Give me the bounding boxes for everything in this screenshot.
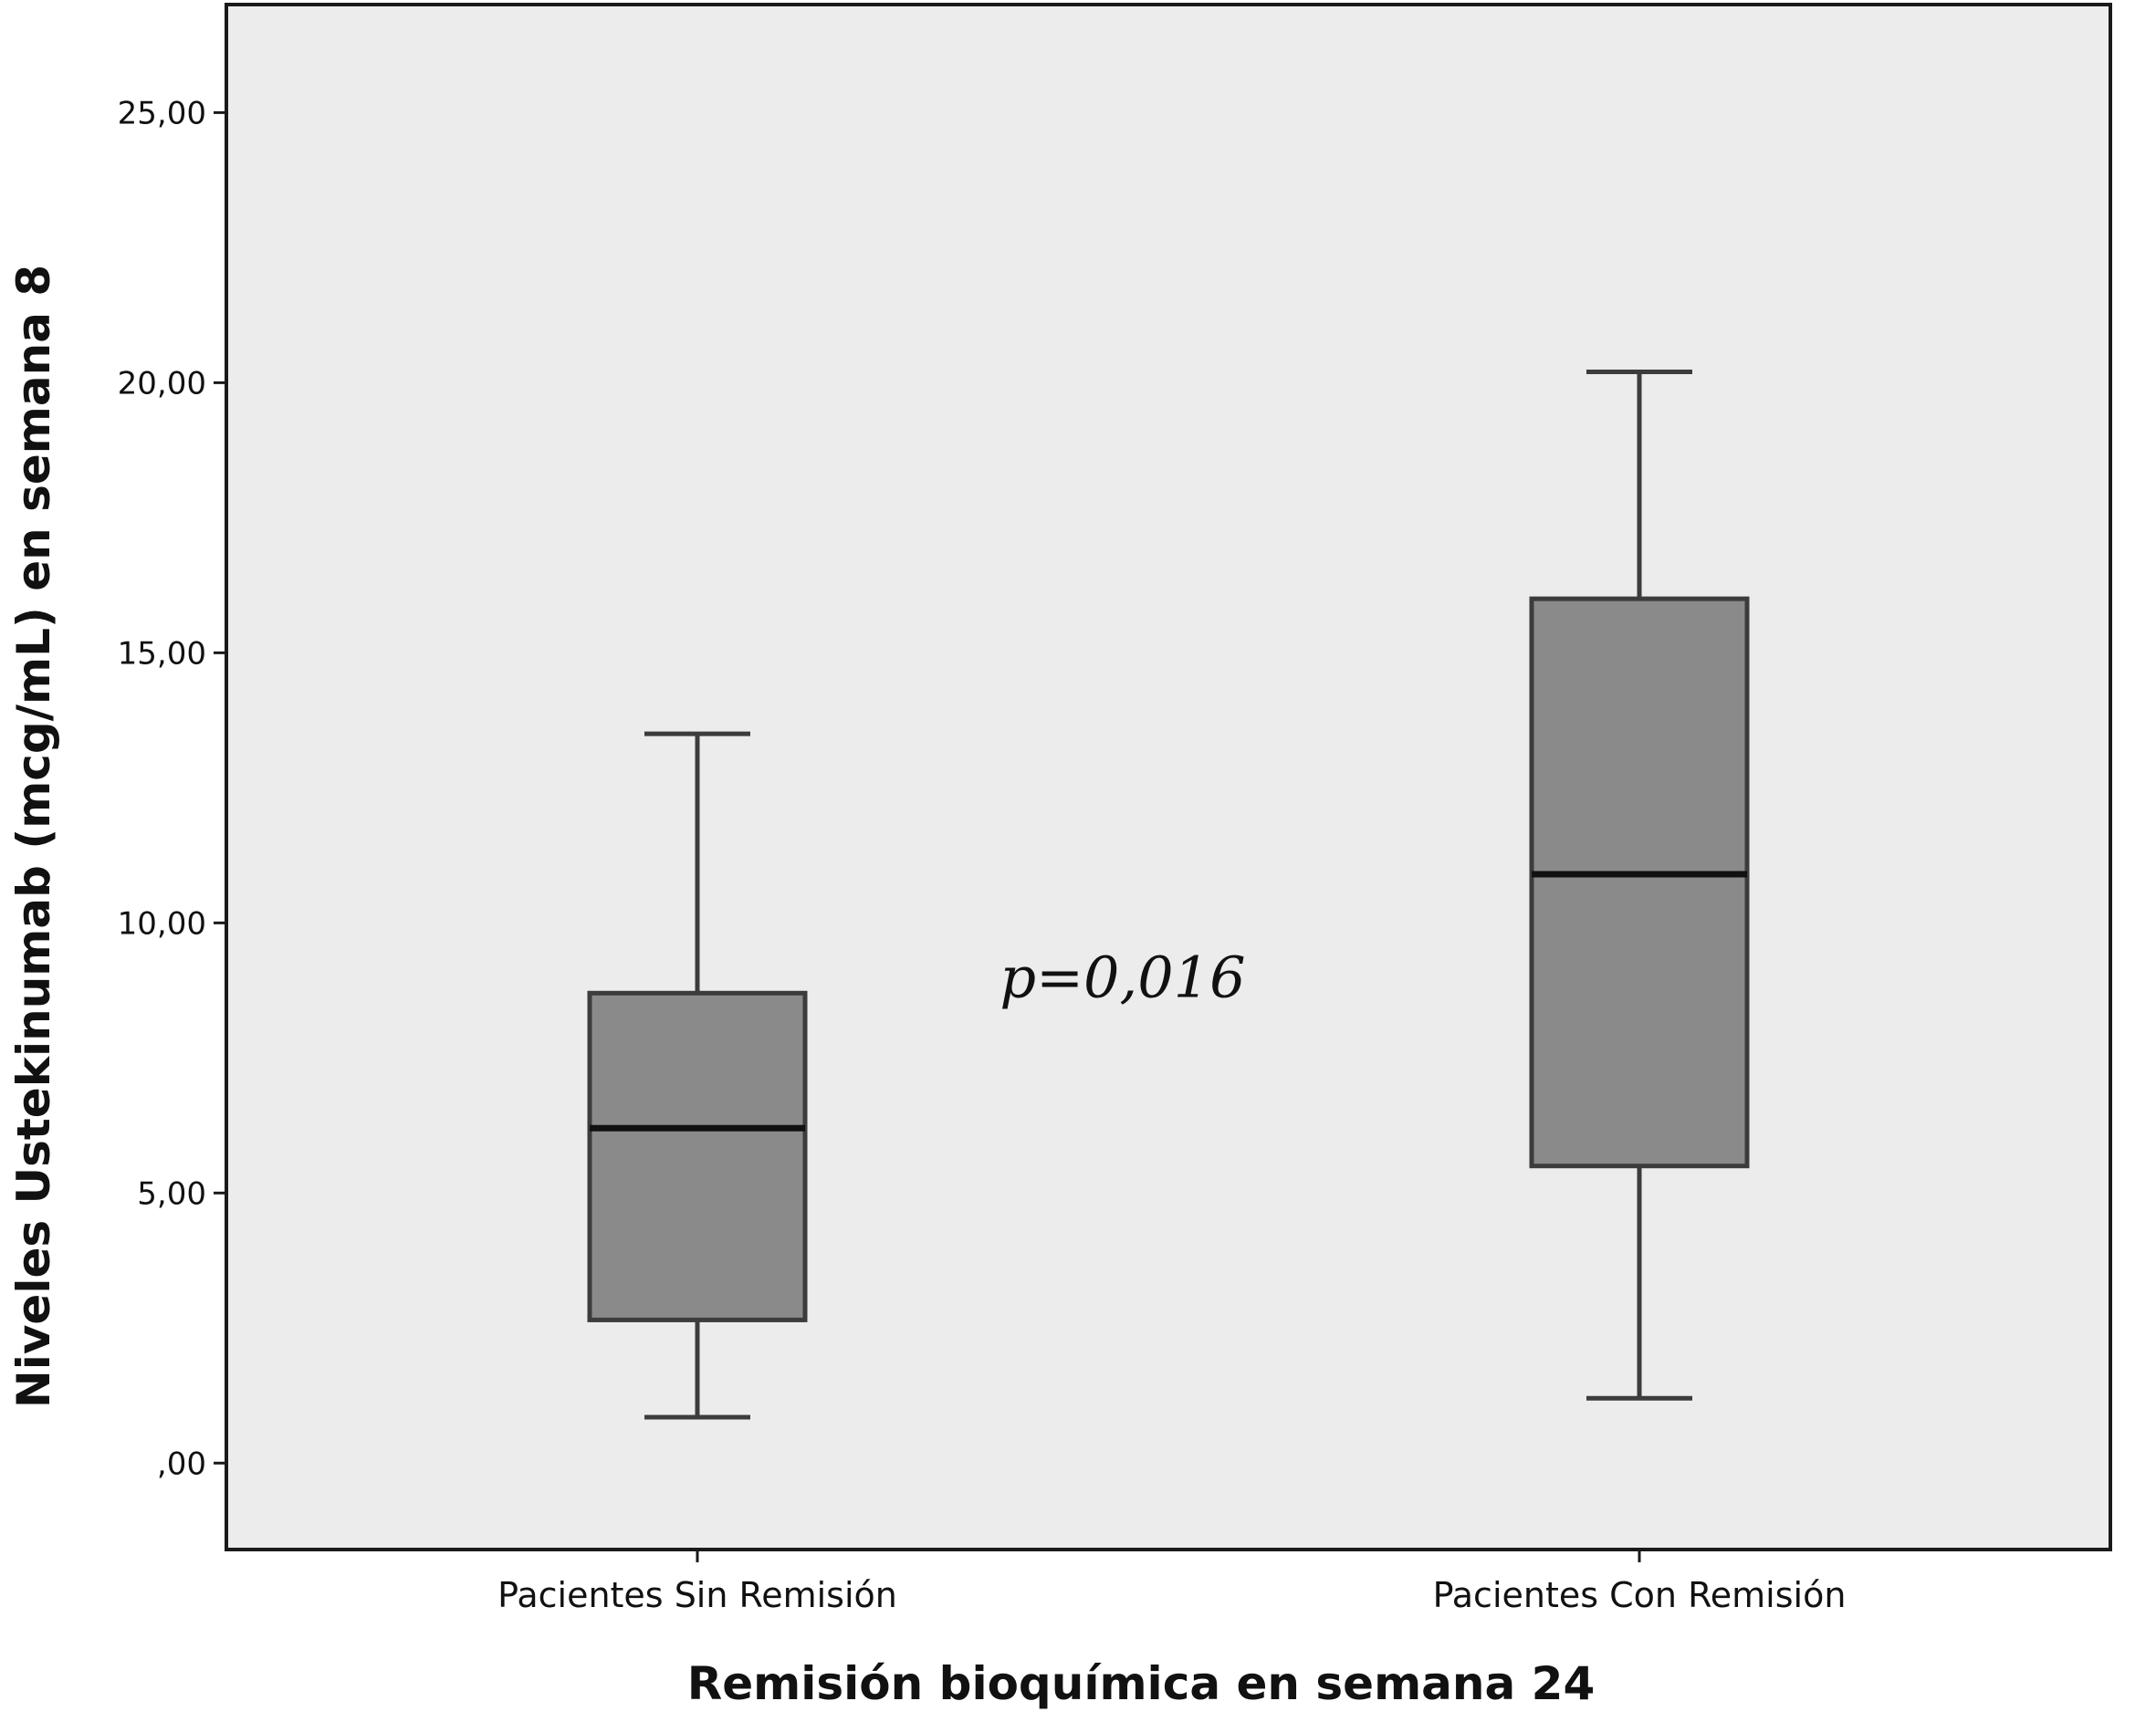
y-tick-label: 25,00: [118, 95, 206, 131]
y-tick-label: ,00: [157, 1445, 206, 1482]
p-value-annotation: p=0,016: [1000, 944, 1245, 1011]
x-axis-title: Remisión bioquímica en semana 24: [687, 1657, 1595, 1710]
x-tick-label: Pacientes Sin Remisión: [497, 1575, 897, 1615]
box-1: [587, 731, 808, 1420]
y-axis: ,00 5,00 10,00 15,00 20,00 25,00: [118, 95, 226, 1482]
box-series: [587, 370, 1750, 1420]
y-axis-title: Niveles Ustekinumab (mcg/mL) en semana 8: [7, 265, 60, 1408]
x-tick-label: Pacientes Con Remisión: [1433, 1575, 1847, 1615]
y-tick-label: 5,00: [137, 1175, 206, 1212]
plot-area: [225, 3, 2112, 1551]
box-2: [1529, 370, 1750, 1401]
y-tick-label: 20,00: [118, 365, 206, 402]
interquartile-box: [1529, 596, 1750, 1169]
y-tick-label: 15,00: [118, 635, 206, 672]
y-tick-label: 10,00: [118, 905, 206, 942]
interquartile-box: [587, 990, 808, 1322]
x-axis: Pacientes Sin Remisión Pacientes Con Remi…: [497, 1550, 1846, 1615]
